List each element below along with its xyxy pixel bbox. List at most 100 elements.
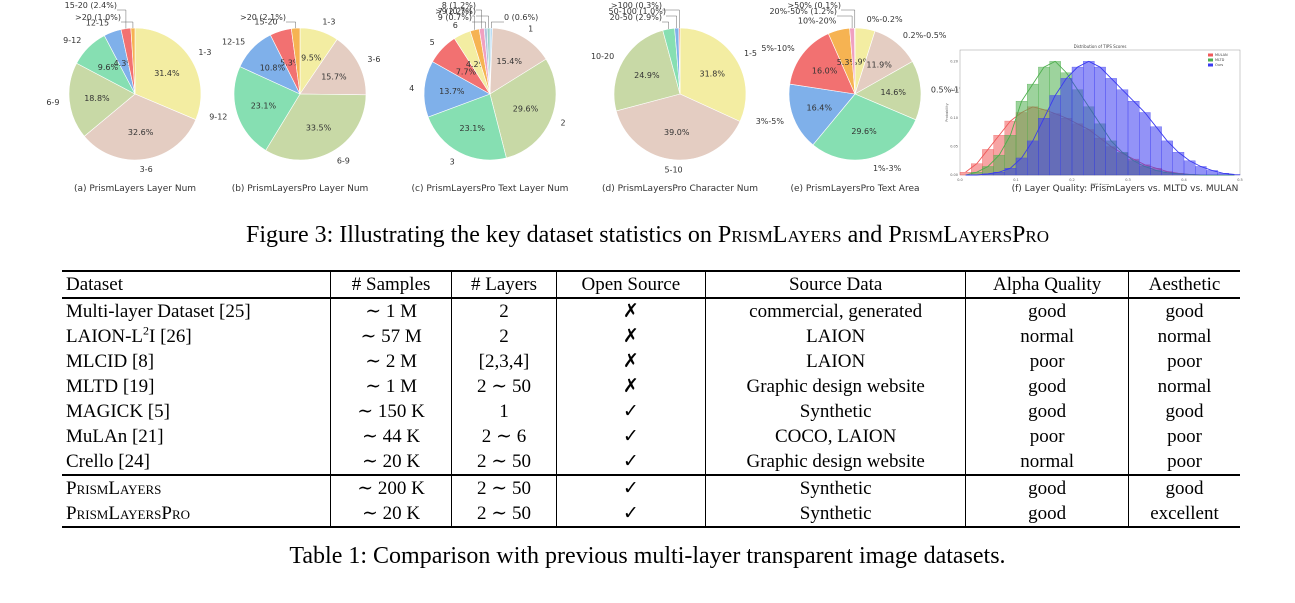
pie-svg: 4.9% 0%-0.2% 11.9% 0.2%-0.5% 14.6% 0.5%-1% 29.…: [756, 1, 967, 173]
y-tick-label: 0.00: [950, 173, 958, 177]
y-tick-label: 0.20: [950, 59, 958, 63]
pie-leader-line: [662, 21, 669, 29]
x-tick-label: 0.4: [1181, 178, 1187, 182]
table-row: Crello [24] ∼ 20 K 2 ∼ 50 ✓ Graphic desi…: [62, 449, 1240, 475]
histogram-svg: Distribution of TIPS Scores 0.0 0.1 0.2 0.3 0…: [945, 44, 1243, 187]
cell-source-data: COCO, LAION: [705, 424, 967, 449]
pie-category-label: >50% (0.1%): [787, 1, 841, 10]
cell-dataset-suffix: I [26]: [149, 325, 192, 347]
pie-category-label: 15-20 (2.4%): [65, 1, 117, 10]
pie-category-label: 8 (1.2%): [442, 1, 476, 10]
table-row: LAION-L2I [26] ∼ 57 M 2 ✗ LAION normal n…: [62, 324, 1240, 349]
panel-caption: (f) Layer Quality: PrismLayers vs. MLTD …: [1011, 184, 1239, 194]
cell-dataset-main: LAION-L: [66, 325, 144, 347]
pie-percent-label: 9.5%: [301, 53, 322, 62]
pie-category-label: 3-6: [367, 55, 380, 64]
pie-category-label: >100 (0.3%): [611, 1, 662, 10]
pie-slice: [427, 93, 507, 161]
pie-percent-label: 16.4%: [807, 104, 833, 113]
pie-category-label: 9-12: [209, 112, 227, 121]
pie-slice: [854, 61, 922, 121]
pie-category-label: 2: [561, 118, 566, 127]
cell-samples: ∼ 20 K: [330, 449, 453, 475]
x-tick-label: 0.0: [957, 178, 963, 182]
cell-samples: ∼ 2 M: [330, 349, 453, 374]
pie-svg: 0 (0.6%) 15.4% 1 29.6% 2 23.1% 3 13.7% 4 7.7% 5 4.2…: [409, 1, 566, 166]
histogram-bar: [1105, 78, 1117, 176]
cell-alpha-quality: good: [965, 374, 1129, 399]
cell-samples: ∼ 44 K: [330, 424, 453, 449]
cell-open-source: ✓: [556, 474, 707, 501]
cell-layers: 2: [451, 298, 557, 324]
pie-slice: [134, 27, 202, 121]
histogram-bar: [1094, 66, 1106, 176]
pie-category-label: 10-20: [591, 52, 614, 61]
pie-category-label: 10%-20%: [798, 16, 837, 25]
pie-percent-label: 23.1%: [460, 124, 486, 133]
cell-dataset: PrismLayers: [62, 474, 331, 501]
cell-aesthetic: good: [1128, 474, 1240, 501]
cell-aesthetic: good: [1165, 300, 1204, 322]
pie-percent-label: 5.3%: [837, 58, 858, 67]
header-aesthetic: Aesthetic: [1128, 270, 1240, 299]
pie-percent-label: 5.3%: [280, 58, 301, 67]
pie-percent-label: 29.6%: [851, 127, 877, 136]
pie-leader-line: [472, 21, 486, 29]
pie-category-label: >9 (0.7%): [435, 7, 476, 16]
pie-percent-label: 29.6%: [513, 104, 539, 113]
pie-category-label: 50-100 (1.0%): [609, 7, 666, 16]
pie-category-label: 9-12: [63, 36, 81, 45]
panel-caption: (e) PrismLayersPro Text Area: [790, 184, 920, 194]
pie-slice: [489, 58, 557, 159]
cell-layers: 2 ∼ 50: [451, 501, 557, 528]
pie-percent-label: 39.0%: [664, 128, 690, 137]
cell-aesthetic: good: [1165, 400, 1204, 422]
histogram-bar: [1150, 126, 1162, 176]
x-tick-label: 0.2: [1069, 178, 1075, 182]
cell-layers: 2 ∼ 50: [451, 474, 557, 501]
cell-source-data: Graphic design website: [705, 449, 967, 475]
histogram-bar: [1015, 157, 1028, 176]
header-layers: # Layers: [451, 270, 557, 299]
figure-caption-prefix: Figure 3:: [245, 222, 334, 248]
figure-3-panels: 31.4% 1-3 32.6% 3-6 18.8% 6-9 9.6% 9-12 4.3% 12-1…: [0, 0, 1295, 215]
cell-open-source: ✓: [556, 424, 707, 449]
cell-aesthetic: normal: [1157, 375, 1212, 397]
histogram-bar: [1116, 89, 1129, 176]
pie-slice: [486, 27, 491, 95]
pie-percent-label: 15.7%: [321, 72, 347, 81]
pie-percent-label: 4.2%: [466, 60, 487, 69]
legend-swatch: [1208, 63, 1213, 67]
pie-category-label: 5-10: [664, 166, 682, 175]
cell-open-source: ✗: [556, 349, 707, 374]
legend-label: MLTD: [1215, 58, 1225, 62]
pie-chart-4: 31.8% 1-5 39.0% 5-10 24.9% 10-20 20-50 (2.9%) 5…: [591, 0, 765, 175]
pie-slice: [265, 93, 367, 161]
pie-slice: [789, 33, 856, 95]
cell-alpha-quality: good: [965, 399, 1129, 424]
pie-category-label: 1-3: [198, 48, 211, 57]
pie-svg: 31.8% 1-5 39.0% 5-10 24.9% 10-20 20-50 (2.9%)5…: [591, 1, 757, 175]
pie-category-label: 6: [453, 21, 458, 30]
histogram-chart: Distribution of TIPS Scores 0.0 0.1 0.2 0.3 0…: [940, 40, 1260, 187]
pie-category-label: 15-20: [254, 17, 277, 26]
cell-samples: ∼ 1 M: [330, 298, 453, 324]
pie-percent-label: 13.7%: [439, 87, 465, 96]
pie-percent-label: 31.4%: [154, 69, 180, 78]
comparison-table-wrap: Dataset # Samples # Layers Open Source S…: [62, 270, 1240, 528]
pie-slice: [83, 93, 197, 161]
pie-percent-label: 7.7%: [456, 67, 477, 76]
density-curve: [965, 60, 1235, 176]
histogram-bar: [1139, 112, 1151, 176]
pie-category-label: 1-5: [744, 49, 757, 58]
pie-slice: [68, 62, 136, 137]
cell-dataset: PrismLayersPro: [62, 501, 331, 528]
pie-percent-label: 4.3%: [114, 59, 135, 68]
pie-percent-label: 32.6%: [128, 128, 154, 137]
x-tick-label: 0.1: [1013, 178, 1019, 182]
pie-chart-1: 31.4% 1-3 32.6% 3-6 18.8% 6-9 9.6% 9-12 4.3% 12-1…: [46, 0, 220, 174]
pie-slice: [679, 27, 747, 122]
table-header-row: Dataset # Samples # Layers Open Source S…: [62, 270, 1240, 299]
panel-caption: (a) PrismLayers Layer Num: [73, 184, 197, 194]
pie-leader-line: [117, 9, 127, 29]
